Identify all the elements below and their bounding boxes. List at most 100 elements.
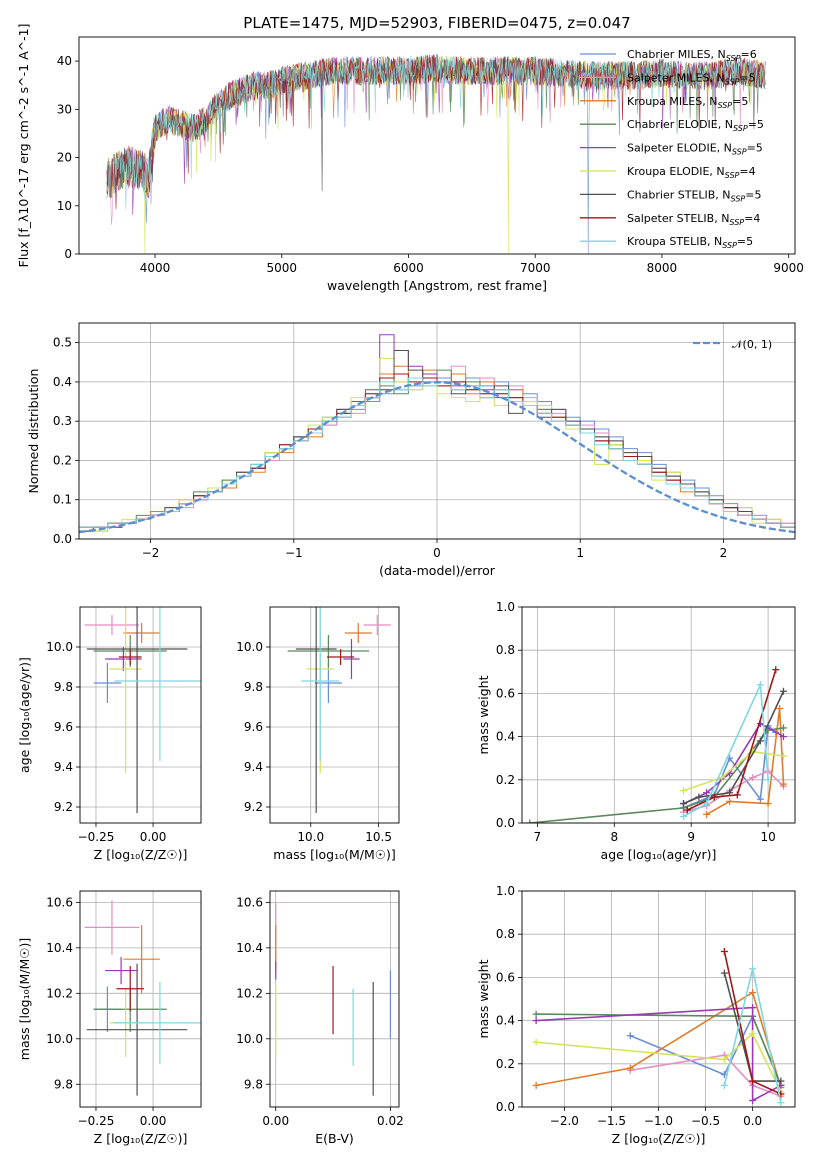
y-tick-label: 0.1 [53, 493, 72, 507]
y-axis-label: Normed distribution [26, 369, 41, 494]
axes-frame [521, 606, 796, 824]
legend-entry-subscript: SSP [725, 171, 740, 180]
data-point [327, 649, 355, 665]
weight-marker [679, 800, 687, 808]
y-tick-label: 9.2 [244, 800, 263, 814]
y-tick-label: 10.2 [46, 986, 73, 1000]
y-tick-label: 30 [57, 102, 72, 116]
y-tick-label: 9.4 [54, 760, 73, 774]
data-point [123, 623, 160, 643]
legend-entry-equals: = [739, 71, 748, 84]
y-tick-label: 10.2 [236, 986, 263, 1000]
x-tick-label: 0.00 [140, 1114, 167, 1128]
x-tick-label: −0.5 [691, 1114, 720, 1128]
data-point [123, 925, 160, 994]
y-tick-label: 9.8 [54, 1077, 73, 1091]
x-axis-label: wavelength [Angstrom, rest frame] [327, 278, 547, 293]
legend-entry-equals: = [747, 142, 756, 155]
axes-frame [79, 606, 202, 824]
panel-spectrum: 0 10 20 30 40 4000 5000 6000 7000 8000 9000 wavelen… [16, 24, 804, 293]
legend-entry-subscript: SSP [722, 241, 737, 250]
y-tick-label: 1.0 [496, 884, 515, 898]
plot-area-spectrum [106, 54, 766, 254]
y-tick-label: 0.3 [53, 414, 72, 428]
data-point [314, 663, 342, 703]
x-tick-label: 6000 [393, 261, 424, 275]
y-tick-label: 0 [64, 247, 72, 261]
weight-marker [756, 795, 764, 803]
weight-marker [749, 1097, 757, 1105]
weight-marker [720, 1055, 728, 1063]
panel-mass-vs-z: 9.8 10.0 10.2 10.4 10.6 −0.25 0.00 Z [log₁₀(Z/Z… [17, 890, 202, 1146]
weight-marker [703, 789, 711, 797]
weight-marker [679, 813, 687, 821]
x-tick-label: 9000 [773, 261, 804, 275]
y-tick-label: 0.0 [53, 532, 72, 546]
plot-area-residuals [79, 334, 795, 539]
plot-area-weight-vs-z [532, 947, 785, 1107]
plot-area-age-vs-mass [287, 607, 391, 813]
x-tick-label: −2 [142, 546, 160, 560]
weight-marker [764, 776, 772, 784]
weight-marker [626, 1032, 634, 1040]
y-tick-label: 10.4 [236, 941, 263, 955]
legend-entry-equals: = [732, 95, 741, 108]
weight-marker [777, 1077, 785, 1085]
legend-entry-nssp: 5 [754, 188, 761, 201]
figure-title: PLATE=1475, MJD=52903, FIBERID=0475, z=0… [243, 14, 630, 32]
legend-entry-label: Kroupa STELIB, N [627, 235, 722, 248]
legend-entry: 𝒩(0, 1) [732, 338, 772, 351]
legend-entry-subscript: SSP [732, 148, 747, 157]
x-tick-label: 7000 [520, 261, 551, 275]
x-tick-label: −0.25 [78, 830, 115, 844]
weight-marker [532, 1010, 540, 1018]
legend-entry-label: Kroupa ELODIE, N [627, 165, 725, 178]
x-tick-label: 0.02 [377, 1114, 404, 1128]
y-tick-label: 10.6 [236, 895, 263, 909]
x-axis-label: (data-model)/error [379, 563, 496, 578]
legend-entry-equals: = [745, 188, 754, 201]
weight-marker [749, 989, 757, 997]
legend-entry: Chabrier ELODIE, NSSP=5 [627, 118, 764, 133]
legend-entry-nssp: 5 [749, 71, 756, 84]
data-point [105, 956, 138, 985]
legend-entry: Salpeter MILES, NSSP=5 [627, 71, 756, 86]
legend-entry: Kroupa STELIB, NSSP=5 [627, 235, 753, 250]
x-tick-label: 8 [610, 830, 618, 844]
x-tick-label: −1.0 [644, 1114, 673, 1128]
x-tick-label: 4000 [140, 261, 171, 275]
x-tick-label: 1 [576, 546, 584, 560]
x-tick-label: 9 [687, 830, 695, 844]
legend-entry-equals: = [744, 212, 753, 225]
legend-entry-label: Salpeter ELODIE, N [627, 142, 732, 155]
legend-entry-label: Salpeter STELIB, N [627, 212, 729, 225]
weight-marker [772, 666, 780, 674]
plot-area-age-vs-z [84, 607, 201, 813]
data-point [105, 647, 142, 671]
data-point [86, 963, 188, 1096]
y-tick-label: 9.6 [244, 720, 263, 734]
y-tick-label: 0.4 [496, 1014, 515, 1028]
legend-entry-subscript: SSP [725, 77, 740, 86]
y-tick-label: 0.4 [53, 375, 72, 389]
weight-marker [532, 1038, 540, 1046]
legend-entry: Chabrier MILES, NSSP=6 [627, 48, 757, 63]
weight-marker [779, 687, 787, 695]
data-point [84, 615, 140, 635]
plot-area-mass-vs-ebv [275, 902, 391, 1096]
y-tick-label: 0.0 [496, 816, 515, 830]
weight-line [536, 1006, 782, 1102]
legend-entry-equals: = [737, 235, 746, 248]
y-tick-label: 40 [57, 54, 72, 68]
axes-frame [269, 606, 400, 824]
panel-age-vs-mass: 9.2 9.4 9.6 9.8 10.0 10.0 10.5 mass [log₁₀(M/M☉… [236, 606, 400, 862]
legend-entry-nssp: 4 [753, 212, 760, 225]
weight-line [683, 750, 784, 792]
data-point [109, 607, 142, 773]
legend-entry-nssp: 5 [757, 118, 764, 131]
weight-marker [532, 1081, 540, 1089]
x-axis-label: mass [log₁₀(M/M☉)] [273, 847, 395, 862]
spectrum-line [106, 54, 766, 210]
data-point [301, 607, 340, 761]
